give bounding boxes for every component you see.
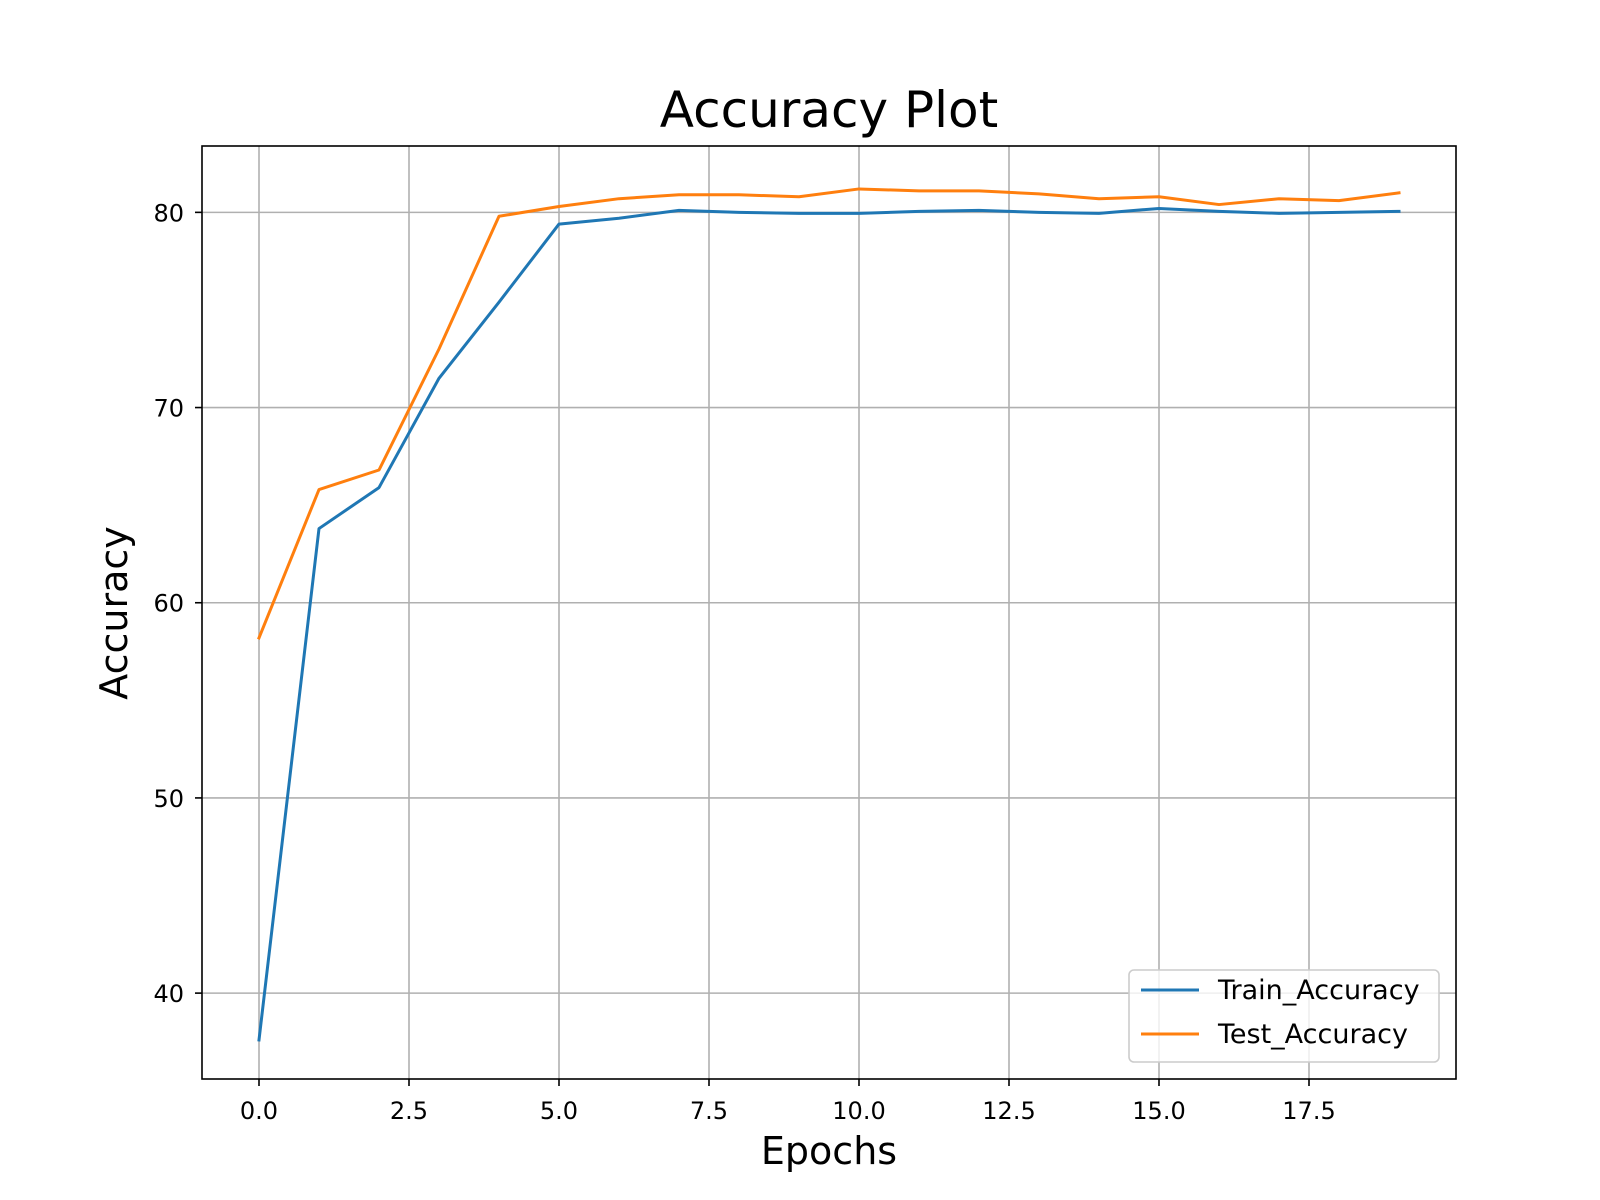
y-tick-label: 50 <box>153 785 184 813</box>
x-tick-label: 12.5 <box>982 1097 1035 1125</box>
data-point <box>377 486 381 490</box>
data-point <box>1037 210 1041 214</box>
axis-ticks: 0.0 2.5 5.0 7.5 10.0 12.5 15.0 17.5 40 50 60 70 80 <box>153 199 1335 1125</box>
data-point <box>677 208 681 212</box>
data-point <box>317 488 321 492</box>
data-point <box>977 189 981 193</box>
data-point <box>1097 197 1101 201</box>
data-point <box>797 195 801 199</box>
data-point <box>1397 191 1401 195</box>
data-point <box>797 211 801 215</box>
x-tick-label: 15.0 <box>1132 1097 1185 1125</box>
data-point <box>677 193 681 197</box>
data-point <box>497 300 501 304</box>
data-point <box>977 208 981 212</box>
x-tick-label: 2.5 <box>390 1097 428 1125</box>
data-point <box>1397 209 1401 213</box>
data-point <box>1157 195 1161 199</box>
legend: Train_Accuracy Test_Accuracy <box>1128 969 1440 1063</box>
y-axis-label: Accuracy <box>92 526 136 700</box>
data-point <box>1037 192 1041 196</box>
data-point <box>857 187 861 191</box>
data-point <box>617 197 621 201</box>
y-tick-label: 70 <box>153 395 184 423</box>
series-line-test-accuracy <box>257 187 1401 640</box>
data-point <box>917 209 921 213</box>
data-point <box>737 193 741 197</box>
x-tick-label: 10.0 <box>832 1097 885 1125</box>
x-tick-label: 0.0 <box>240 1097 278 1125</box>
x-tick-label: 17.5 <box>1282 1097 1335 1125</box>
data-point <box>377 468 381 472</box>
data-point <box>257 1038 261 1042</box>
data-point <box>257 636 261 640</box>
data-point <box>1157 206 1161 210</box>
data-point <box>617 216 621 220</box>
y-tick-label: 80 <box>153 199 184 227</box>
data-point <box>437 376 441 380</box>
chart-title: Accuracy Plot <box>660 81 998 139</box>
series-line-train-accuracy <box>257 206 1401 1042</box>
data-point <box>437 347 441 351</box>
y-tick-label: 60 <box>153 590 184 618</box>
data-point <box>497 214 501 218</box>
data-point <box>917 189 921 193</box>
data-point <box>1217 209 1221 213</box>
data-point <box>1337 199 1341 203</box>
legend-label-test: Test_Accuracy <box>1217 1019 1408 1050</box>
y-tick-label: 40 <box>153 980 184 1008</box>
data-point <box>1217 203 1221 207</box>
legend-label-train: Train_Accuracy <box>1217 975 1420 1006</box>
x-tick-label: 7.5 <box>690 1097 728 1125</box>
data-point <box>1097 211 1101 215</box>
data-point <box>1277 197 1281 201</box>
x-axis-label: Epochs <box>761 1129 897 1173</box>
data-point <box>317 527 321 531</box>
data-point <box>557 222 561 226</box>
data-point <box>737 210 741 214</box>
grid-lines <box>202 146 1456 1079</box>
data-point <box>557 205 561 209</box>
plot-area-frame <box>201 145 1457 1080</box>
data-point <box>1337 210 1341 214</box>
legend-box <box>1128 969 1440 1063</box>
data-point <box>857 211 861 215</box>
x-tick-label: 5.0 <box>540 1097 578 1125</box>
series-lines <box>257 187 1401 1042</box>
data-point <box>1277 211 1281 215</box>
